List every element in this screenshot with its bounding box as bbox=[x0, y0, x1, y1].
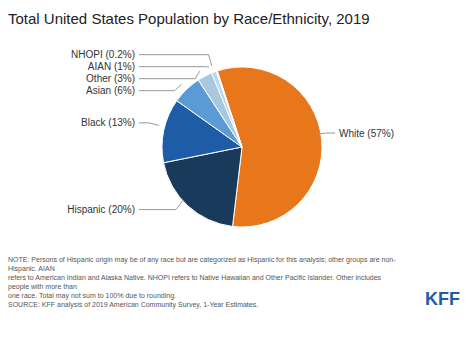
html-text:KFF: KFF bbox=[425, 288, 460, 309]
html-text:NOTE: Persons of Hispanic orig: NOTE: Persons of Hispanic origin may be … bbox=[8, 256, 396, 309]
svg-text:NHOPI (0.2%): NHOPI (0.2%) bbox=[71, 49, 135, 60]
svg-text:Hispanic (20%): Hispanic (20%) bbox=[67, 204, 135, 215]
html-text:Total United States Population: Total United States Population by Race/E… bbox=[8, 10, 370, 27]
svg-text:Other (3%): Other (3%) bbox=[86, 73, 135, 84]
svg-text:Asian (6%): Asian (6%) bbox=[86, 85, 135, 96]
svg-text:White (57%): White (57%) bbox=[339, 128, 394, 139]
svg-text:Black (13%): Black (13%) bbox=[81, 117, 135, 128]
svg-text:AIAN (1%): AIAN (1%) bbox=[88, 61, 135, 72]
